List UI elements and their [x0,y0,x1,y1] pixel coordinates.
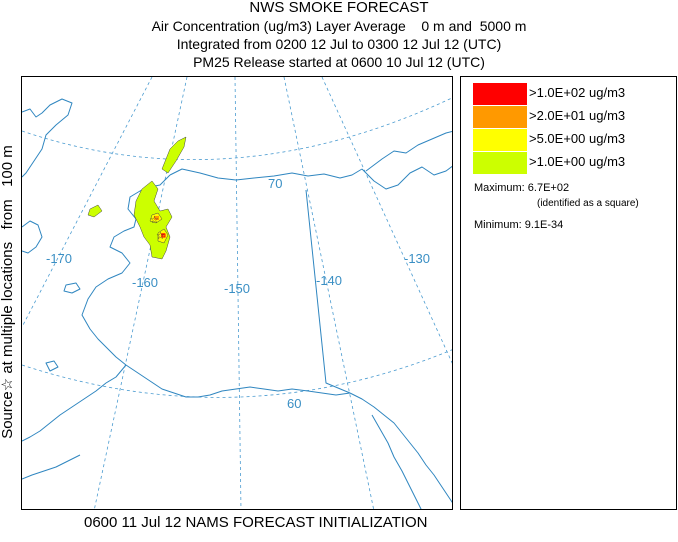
integration-period: Integrated from 0200 12 Jul to 0300 12 J… [176,36,502,52]
source-side-label: Source☆ at multiple locations from 100 m [0,145,16,439]
concentration-subtitle: Air Concentration (ug/m3) Layer Average … [151,18,527,34]
coastline-aleutians [22,454,81,480]
maximum-note: (identified as a square) [537,198,639,209]
plume-west [87,204,103,218]
source-star-2: ☆ [156,231,165,242]
smoke-plumes: ☆ ☆ [87,136,187,260]
plume-hot-1 [154,216,159,220]
graticule-lon-170 [22,77,153,328]
legend-label: >1.0E+02 ug/m3 [529,85,626,100]
legend-item-1: >1.0E+00 ug/m3 [473,152,673,174]
release-start: PM25 Release started at 0600 10 Jul 12 (… [193,54,485,70]
label-lon-170: -170 [46,251,72,266]
coastline-alaska-north [169,168,363,181]
graticule-lon-140 [283,77,374,509]
legend-item-5: >5.0E+00 ug/m3 [473,129,673,151]
coastline-alaska-sw [22,364,127,442]
graticule-lon-150 [234,77,242,509]
coastline-se-islands [371,414,422,509]
legend-item-20: >2.0E+01 ug/m3 [473,106,673,128]
source-star-1: ☆ [150,215,159,226]
coastline-alaska-nw [81,174,171,366]
map-panel: ☆ ☆ 70 60 -170 -160 -150 -140 -130 [21,76,453,510]
minimum-value: Minimum: 9.1E-34 [474,219,564,231]
coastline-st-lawrence [63,282,81,294]
graticule-lon-160 [94,77,188,509]
legend-item-100: >1.0E+02 ug/m3 [473,83,673,105]
legend-label: >5.0E+00 ug/m3 [529,131,626,146]
coastline-peninsula [125,364,351,398]
border-alaska-canada [305,189,351,394]
legend-panel: >1.0E+02 ug/m3 >2.0E+01 ug/m3 >5.0E+00 u… [460,76,677,510]
legend-swatch-red [473,83,527,105]
graticule-lon-130 [321,77,452,364]
legend-label: >2.0E+01 ug/m3 [529,108,626,123]
alaska-map: ☆ ☆ 70 60 -170 -160 -150 -140 -130 [22,77,452,509]
legend-swatch-lime [473,152,527,174]
coastline-chukotka-south [22,220,43,254]
coastline-nunivak [45,360,59,372]
coastline-panhandle [349,392,452,503]
plume-hot-2 [161,233,165,237]
label-lon-160: -160 [132,275,158,290]
label-lat-60: 60 [287,396,301,411]
label-lat-70: 70 [268,176,282,191]
coastline-arctic-islands [365,130,452,172]
legend-swatch-orange [473,106,527,128]
forecast-title: NWS SMOKE FORECAST [249,0,429,16]
legend-label: >1.0E+00 ug/m3 [529,154,626,169]
label-lon-130: -130 [404,251,430,266]
label-lon-140: -140 [316,273,342,288]
label-lon-150: -150 [224,281,250,296]
graticule-lat-60 [22,349,452,398]
plume-north [161,136,187,174]
legend-swatch-yellow [473,129,527,151]
maximum-value: Maximum: 6.7E+02 [474,182,570,194]
coastline-chukotka [22,98,73,178]
coastline-canada-arctic [361,165,452,190]
maximum-square [161,233,166,238]
footer-initialization: 0600 11 Jul 12 NAMS FORECAST INITIALIZAT… [84,514,428,531]
graticule-lat-70 [22,97,452,161]
